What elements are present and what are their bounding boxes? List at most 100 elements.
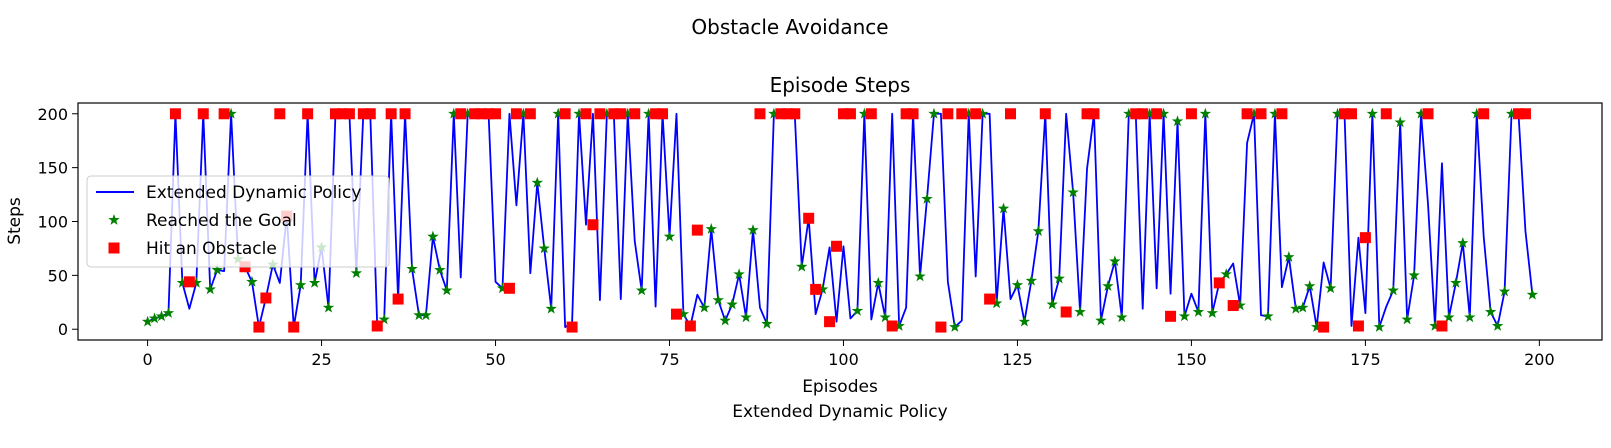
figure-title: Obstacle Avoidance: [691, 15, 888, 39]
goal-point: [427, 230, 439, 242]
obstacle-point: [907, 108, 919, 120]
goal-point: [1157, 107, 1170, 119]
obstacle-point: [803, 212, 815, 224]
obstacle-point: [594, 108, 606, 120]
goal-point: [1171, 115, 1184, 127]
obstacle-point: [1004, 108, 1016, 120]
goal-point: [1310, 321, 1323, 332]
obstacle-point: [831, 240, 843, 252]
goal-point: [872, 276, 884, 288]
goal-point: [204, 283, 216, 295]
goal-point: [1297, 301, 1309, 313]
goal-point: [1074, 305, 1086, 317]
obstacle-point: [1137, 108, 1149, 120]
goal-point: [1505, 107, 1518, 119]
obstacle-point: [357, 108, 369, 120]
goal-point: [1443, 311, 1455, 323]
goal-point: [1095, 314, 1107, 326]
goal-point: [1450, 276, 1462, 288]
goal-point: [1464, 311, 1476, 323]
goal-point: [1178, 310, 1191, 322]
obstacle-point: [1130, 108, 1142, 120]
goal-point: [1220, 268, 1232, 280]
goal-point: [726, 298, 738, 310]
obstacle-point: [1512, 108, 1524, 120]
obstacle-point: [1213, 277, 1225, 289]
obstacle-point: [629, 108, 641, 120]
obstacle-point: [336, 108, 348, 120]
goal-point: [1102, 280, 1114, 291]
obstacle-point: [510, 108, 522, 120]
obstacle-point: [789, 108, 801, 120]
goal-point: [768, 107, 780, 119]
goal-point: [1032, 225, 1045, 237]
obstacle-point: [684, 320, 696, 332]
obstacle-point: [942, 108, 954, 120]
goal-point: [1394, 116, 1406, 128]
obstacle-point: [865, 108, 877, 120]
goal-point: [496, 282, 509, 294]
obstacle-point: [399, 108, 411, 120]
goal-point: [545, 302, 557, 314]
goal-point: [858, 107, 871, 119]
obstacle-point: [260, 292, 272, 304]
goal-point: [1331, 107, 1344, 119]
obstacle-point: [615, 108, 627, 120]
obstacle-point: [650, 108, 662, 120]
goal-point: [663, 230, 676, 242]
obstacle-point: [1227, 300, 1239, 312]
obstacle-point: [956, 108, 968, 120]
goal-point: [997, 202, 1010, 214]
goal-point: [448, 107, 460, 119]
x-tick-label: 200: [1524, 350, 1555, 369]
x-tick-label: 150: [1176, 350, 1207, 369]
x-tick-label: 0: [142, 350, 152, 369]
goal-point: [1123, 107, 1135, 119]
goal-point: [573, 107, 585, 119]
goal-point: [976, 107, 989, 119]
x-tick-label: 75: [659, 350, 679, 369]
obstacle-point: [691, 224, 703, 236]
axes: 0 25 50 75 100 125 150 175 200 0 50 100 150 200: [37, 102, 1603, 369]
goal-point: [538, 242, 550, 254]
goal-point: [350, 267, 363, 279]
goal-point: [1290, 302, 1302, 314]
goal-point: [413, 309, 425, 321]
goal-point: [1046, 298, 1058, 310]
goal-point: [1408, 269, 1420, 281]
obstacle-point: [754, 108, 766, 120]
obstacle-point: [1165, 310, 1177, 322]
goal-point: [1248, 107, 1260, 119]
obstacle-point: [1339, 108, 1351, 120]
goal-point: [1116, 311, 1128, 323]
legend-label: Hit an Obstacle: [146, 239, 277, 259]
obstacle-point: [490, 108, 502, 120]
y-tick-label: 100: [37, 213, 68, 232]
obstacle-point: [329, 108, 341, 120]
goal-point: [747, 224, 759, 235]
obstacle-point: [392, 293, 404, 305]
goal-point: [176, 276, 189, 288]
goal-point: [1387, 284, 1399, 296]
goal-point: [322, 301, 335, 313]
y-tick-label: 0: [58, 320, 68, 339]
goal-point: [141, 315, 154, 327]
obstacle-point: [670, 308, 682, 320]
goal-point: [190, 276, 203, 288]
goal-point: [1143, 107, 1156, 119]
goal-point: [705, 223, 717, 234]
obstacle-point: [524, 108, 536, 120]
goal-point: [1269, 107, 1281, 119]
obstacle-point: [385, 108, 397, 120]
obstacle-point: [559, 108, 571, 120]
obstacle-point: [1422, 108, 1434, 120]
obstacle-point: [566, 321, 578, 333]
obstacle-point: [775, 108, 787, 120]
obstacle-point: [837, 108, 849, 120]
goal-point: [761, 317, 773, 329]
goal-point: [1018, 315, 1031, 327]
goal-point: [552, 107, 564, 119]
goal-point: [1192, 305, 1205, 317]
obstacle-point: [844, 108, 856, 120]
goal-point: [1011, 279, 1024, 290]
